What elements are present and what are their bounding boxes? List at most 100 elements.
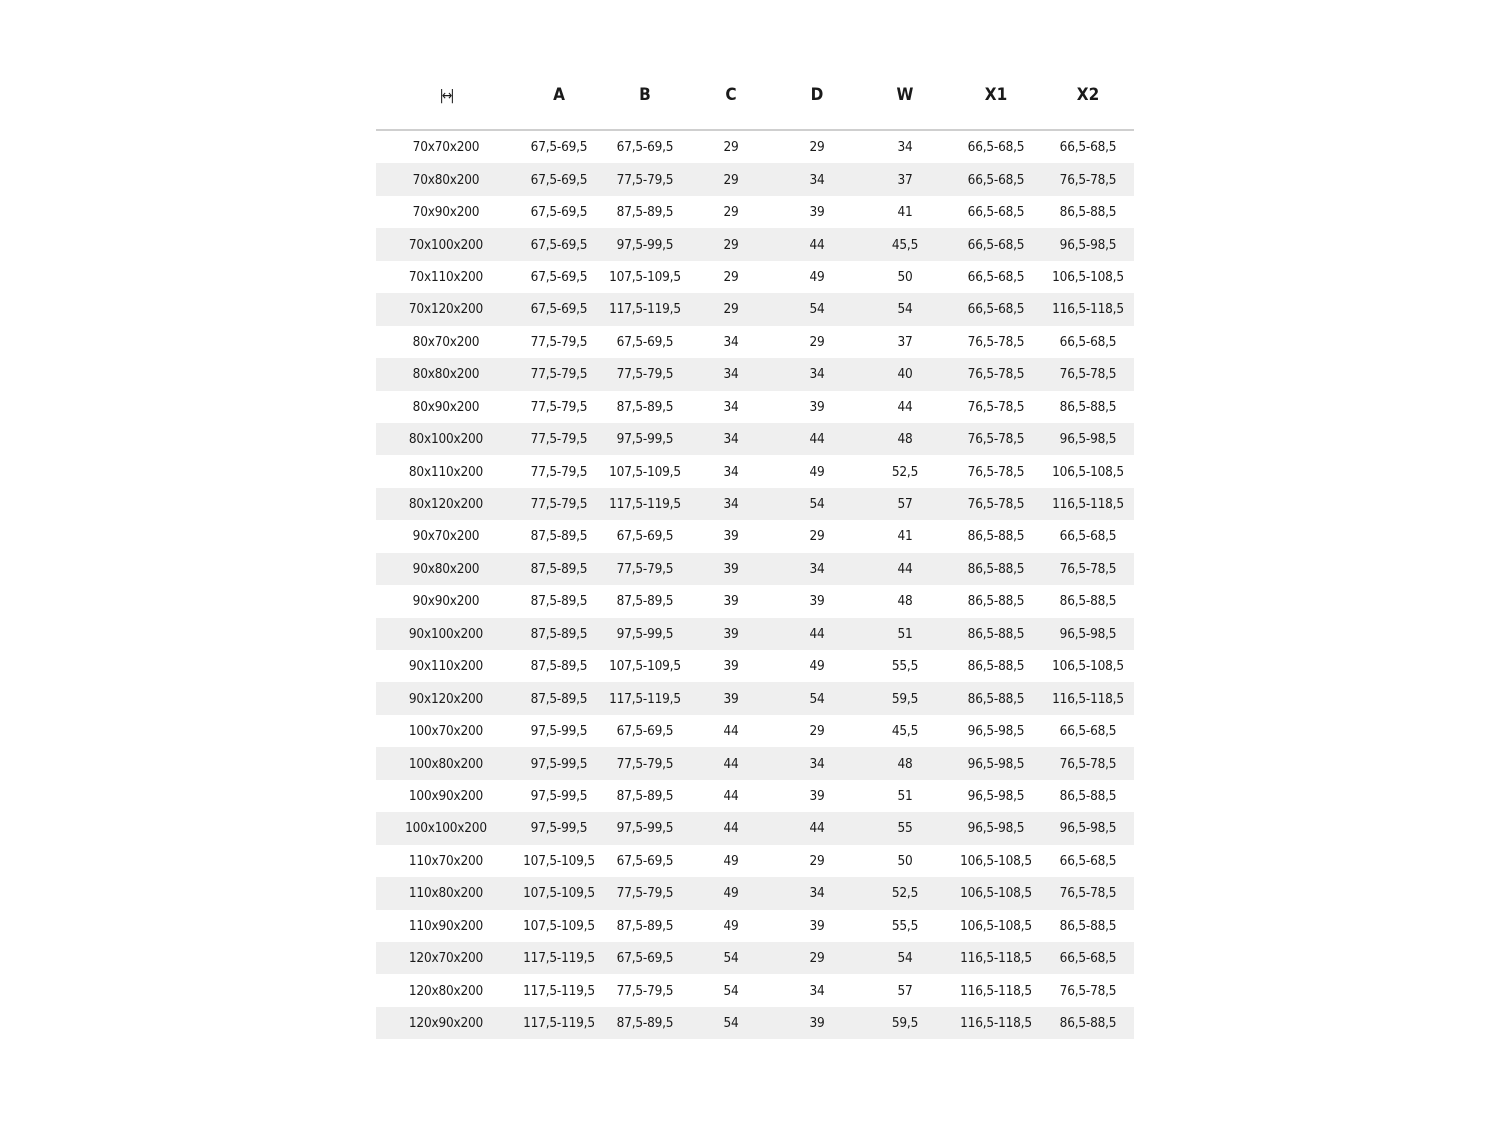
value-cell: 51	[860, 617, 950, 650]
value-cell: 107,5-109,5	[609, 268, 681, 285]
value-cell: 87,5-89,5	[602, 1006, 688, 1040]
value-cell: 67,5-69,5	[602, 941, 688, 975]
column-header-d: D	[774, 60, 860, 131]
value-cell: 87,5-89,5	[516, 617, 602, 650]
value-cell: 97,5-99,5	[602, 228, 688, 261]
value-cell: 34	[897, 139, 913, 156]
value-cell: 67,5-69,5	[516, 163, 602, 196]
value-cell: 106,5-108,5	[960, 917, 1032, 934]
value-cell: 66,5-68,5	[967, 139, 1025, 156]
value-cell: 87,5-89,5	[530, 528, 588, 545]
value-cell: 49	[723, 917, 739, 934]
value-cell: 106,5-108,5	[1052, 463, 1124, 480]
value-cell: 76,5-78,5	[1042, 877, 1134, 910]
table-row: 110x90x200 107,5-109,5 87,5-89,5 49 39 55,5 10…	[376, 910, 1134, 942]
value-cell: 44	[860, 552, 950, 586]
value-cell: 49	[723, 852, 739, 869]
table-row: 80x80x200 77,5-79,5 77,5-79,5 34 34 40 76,5-78…	[376, 358, 1134, 391]
value-cell: 116,5-118,5	[1042, 487, 1134, 521]
value-cell: 67,5-69,5	[616, 852, 674, 869]
value-cell: 39	[688, 617, 774, 650]
value-cell: 34	[774, 163, 860, 196]
value-cell: 97,5-99,5	[530, 787, 588, 804]
dimensions-table: |↔| A B C D W X1 X2 70x70x200 67,5-69,5 67…	[376, 60, 1134, 1040]
value-cell: 86,5-88,5	[1059, 787, 1117, 804]
value-cell: 77,5-79,5	[602, 358, 688, 391]
value-cell: 76,5-78,5	[967, 333, 1025, 350]
value-cell: 76,5-78,5	[950, 487, 1042, 521]
size-cell: 100x70x200	[408, 723, 484, 740]
value-cell: 66,5-68,5	[1059, 528, 1117, 545]
table-row: 110x80x200 107,5-109,5 77,5-79,5 49 34 52,5 10…	[376, 877, 1134, 910]
value-cell: 48	[860, 747, 950, 780]
value-cell: 96,5-98,5	[967, 787, 1025, 804]
table-row: 110x70x200 107,5-109,5 67,5-69,5 49 29 50 106,…	[376, 845, 1134, 877]
value-cell: 77,5-79,5	[602, 877, 688, 910]
value-cell: 37	[897, 333, 913, 350]
value-cell: 67,5-69,5	[616, 528, 674, 545]
value-cell: 107,5-109,5	[523, 917, 595, 934]
column-header-c: C	[688, 60, 774, 131]
value-cell: 29	[688, 228, 774, 261]
table-row: 90x90x200 87,5-89,5 87,5-89,5 39 39 48 86,5-88…	[376, 585, 1134, 617]
size-cell: 90x120x200	[376, 682, 516, 715]
value-cell: 67,5-69,5	[516, 293, 602, 326]
size-cell: 90x110x200	[408, 658, 484, 675]
size-cell: 120x90x200	[376, 1006, 516, 1040]
value-cell: 67,5-69,5	[616, 723, 674, 740]
value-cell: 39	[688, 552, 774, 586]
value-cell: 116,5-118,5	[960, 982, 1032, 999]
value-cell: 59,5	[860, 1006, 950, 1040]
value-cell: 117,5-119,5	[516, 941, 602, 975]
value-cell: 86,5-88,5	[1059, 917, 1117, 934]
table-row: 80x120x200 77,5-79,5 117,5-119,5 34 54 57 76,5…	[376, 487, 1134, 521]
value-cell: 86,5-88,5	[1059, 398, 1117, 415]
value-cell: 96,5-98,5	[1042, 812, 1134, 845]
value-cell: 55,5	[891, 917, 919, 934]
size-cell: 70x100x200	[376, 228, 516, 261]
value-cell: 29	[809, 852, 825, 869]
value-cell: 39	[809, 398, 825, 415]
value-cell: 29	[809, 723, 825, 740]
value-cell: 54	[860, 941, 950, 975]
value-cell: 41	[897, 528, 913, 545]
value-cell: 86,5-88,5	[967, 528, 1025, 545]
value-cell: 97,5-99,5	[530, 723, 588, 740]
size-cell: 100x90x200	[408, 787, 484, 804]
value-cell: 107,5-109,5	[523, 852, 595, 869]
size-cell: 70x80x200	[376, 163, 516, 196]
value-cell: 50	[897, 268, 913, 285]
value-cell: 50	[897, 852, 913, 869]
size-cell: 80x110x200	[408, 463, 484, 480]
value-cell: 96,5-98,5	[1042, 228, 1134, 261]
value-cell: 87,5-89,5	[516, 552, 602, 586]
value-cell: 66,5-68,5	[950, 293, 1042, 326]
value-cell: 116,5-118,5	[1042, 682, 1134, 715]
width-arrows-icon: |↔|	[439, 87, 454, 104]
value-cell: 54	[774, 682, 860, 715]
value-cell: 86,5-88,5	[967, 658, 1025, 675]
value-cell: 97,5-99,5	[516, 812, 602, 845]
size-column-header: |↔|	[376, 60, 516, 131]
value-cell: 67,5-69,5	[616, 139, 674, 156]
value-cell: 66,5-68,5	[1059, 333, 1117, 350]
value-cell: 96,5-98,5	[950, 747, 1042, 780]
value-cell: 86,5-88,5	[1059, 593, 1117, 610]
table-body: 70x70x200 67,5-69,5 67,5-69,5 29 29 34 66,5-68…	[376, 130, 1134, 1040]
size-cell: 80x100x200	[376, 422, 516, 456]
value-cell: 45,5	[891, 723, 919, 740]
value-cell: 76,5-78,5	[1042, 163, 1134, 196]
value-cell: 87,5-89,5	[516, 682, 602, 715]
table-row: 90x70x200 87,5-89,5 67,5-69,5 39 29 41 86,5-88…	[376, 520, 1134, 552]
table-row: 120x80x200 117,5-119,5 77,5-79,5 54 34 57 116,…	[376, 974, 1134, 1006]
value-cell: 67,5-69,5	[530, 204, 588, 221]
value-cell: 59,5	[860, 682, 950, 715]
value-cell: 29	[774, 941, 860, 975]
value-cell: 48	[897, 593, 913, 610]
value-cell: 87,5-89,5	[616, 787, 674, 804]
column-header-b: B	[602, 60, 688, 131]
value-cell: 86,5-88,5	[1042, 1006, 1134, 1040]
value-cell: 97,5-99,5	[602, 422, 688, 456]
value-cell: 76,5-78,5	[950, 422, 1042, 456]
value-cell: 37	[860, 163, 950, 196]
